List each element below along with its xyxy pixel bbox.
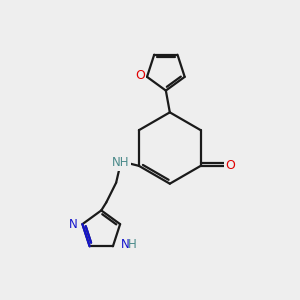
Text: N: N [69, 218, 78, 231]
Text: H: H [128, 238, 137, 251]
Text: O: O [135, 69, 145, 82]
Text: N: N [120, 238, 129, 251]
Text: O: O [226, 159, 236, 172]
Text: NH: NH [112, 156, 130, 170]
